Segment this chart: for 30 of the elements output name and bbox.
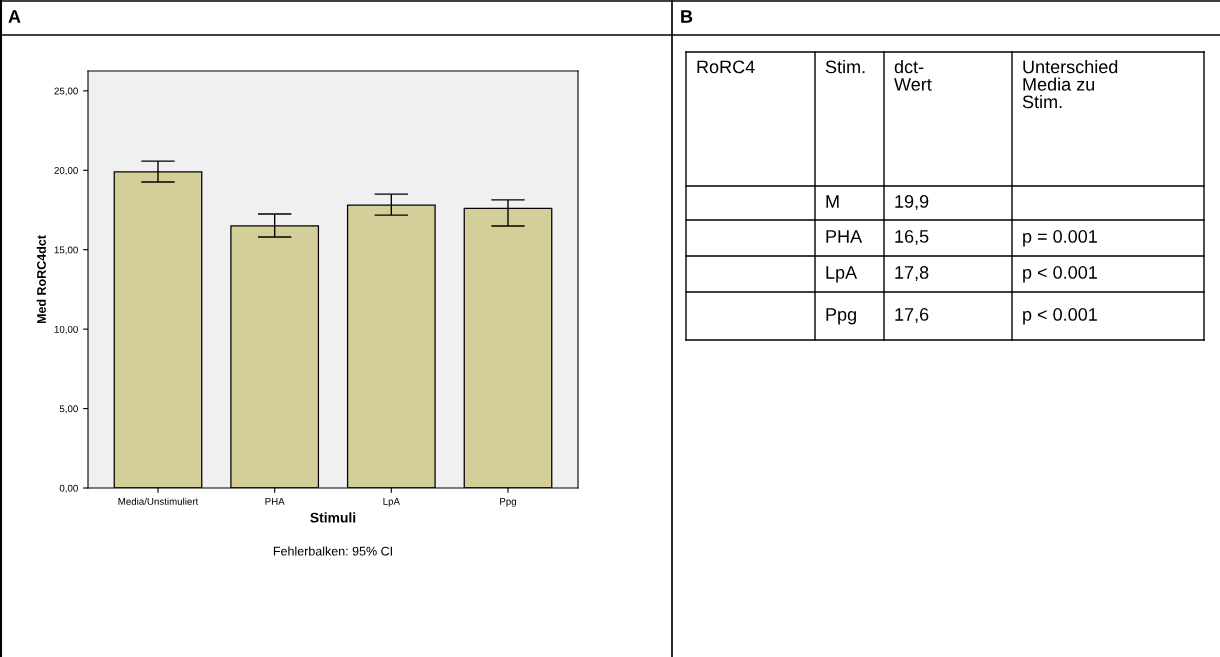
text: Stim.: [825, 60, 865, 74]
text: PHA: [826, 230, 863, 243]
text: RoRC4: [697, 60, 755, 74]
y-tick-label: 25,00: [54, 87, 78, 96]
text: Unterschied Media zu Stim.: [1022, 60, 1118, 109]
text: 17,6: [895, 308, 929, 323]
chart-title: A: [8, 10, 21, 23]
text: Fehlerbalken: 95% CI: [273, 546, 392, 556]
x-tick-label: Media/Unstimuliert: [118, 497, 199, 505]
text: p < 0.001: [1023, 266, 1097, 283]
y-tick-label: 15,00: [54, 246, 78, 255]
y-tick-label: 5,00: [59, 405, 78, 414]
y-tick-label: 10,00: [54, 325, 78, 334]
x-tick-label: LpA: [383, 498, 400, 507]
y-axis-title: Med RoRC4dct: [36, 235, 46, 324]
text: p = 0.001: [1023, 230, 1097, 247]
x-axis-title: Stimuli: [310, 512, 356, 523]
text: 17,8: [895, 266, 929, 281]
text: p < 0.001: [1023, 308, 1097, 325]
x-tick-label: Ppg: [500, 498, 517, 507]
text: LpA: [826, 266, 858, 283]
text: Ppg: [826, 308, 856, 325]
y-tick-label: 20,00: [54, 167, 78, 176]
y-tick-label: 0,00: [59, 484, 78, 493]
text: 19,9: [895, 195, 929, 210]
text: dct- Wert: [894, 60, 932, 91]
text: B: [681, 10, 693, 23]
x-tick-label: PHA: [265, 498, 285, 505]
text: 16,5: [895, 230, 929, 245]
text: M: [826, 195, 839, 208]
